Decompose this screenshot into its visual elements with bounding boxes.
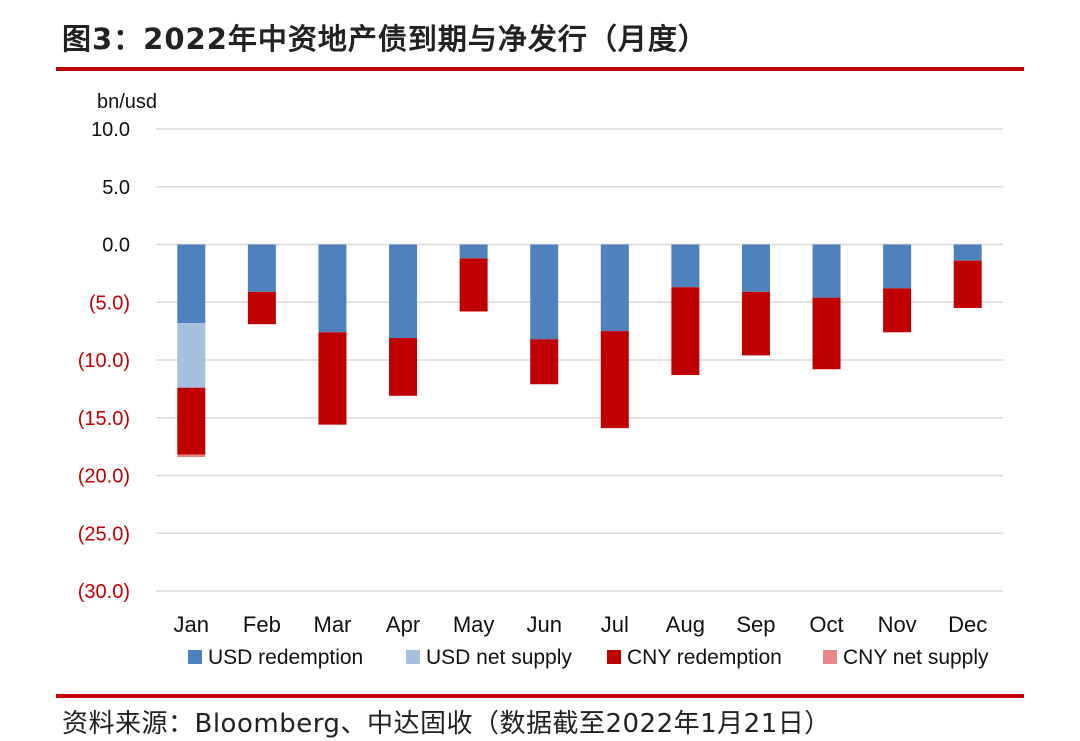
bar-cny-redemption-may [459, 258, 488, 312]
y-axis-ticks: 10.0 5.0 0.0 (5.0) (10.0) (15.0) (20.0) (25.0) (… [78, 119, 130, 603]
y-tick-label: 10.0 [91, 119, 130, 141]
bar-usd-redemption-may [459, 244, 488, 259]
y-tick-label: (10.0) [78, 350, 130, 372]
bar-cny-redemption-apr [389, 338, 418, 396]
chart-title: 图3：2022年中资地产债到期与净发行（月度） [62, 22, 708, 56]
bar-series [177, 244, 982, 458]
y-tick-label: 5.0 [102, 177, 130, 199]
bar-cny-redemption-jul [600, 331, 629, 429]
x-axis-categories: Jan Feb Mar Apr May Jun Jul Aug Sep Oct Nov Dec [174, 612, 988, 637]
legend-label: CNY redemption [627, 646, 782, 669]
source-note: 资料来源：Bloomberg、中达固收（数据截至2022年1月21日） [62, 709, 831, 739]
bar-usd-redemption-feb [247, 244, 276, 292]
legend-label: CNY net supply [843, 646, 989, 669]
bar-cny-redemption-aug [671, 287, 700, 376]
bar-usd-redemption-apr [389, 244, 418, 339]
y-axis-unit-label: bn/usd [97, 91, 157, 113]
stacked-bar-chart: 10.0 5.0 0.0 (5.0) (10.0) (15.0) (20.0) (25.0) (… [78, 91, 1003, 669]
x-tick-label: Sep [736, 612, 775, 637]
gridlines [156, 128, 1003, 592]
bar-usd-redemption-jan [177, 244, 206, 324]
legend: USD redemption USD net supply CNY redempti… [188, 646, 989, 669]
legend-swatch [823, 650, 837, 664]
x-tick-label: Nov [878, 612, 917, 637]
bar-cny-redemption-mar [318, 332, 347, 425]
y-tick-label: (20.0) [78, 466, 130, 488]
bar-cny-redemption-jun [530, 339, 559, 385]
bar-usd-redemption-sep [741, 244, 770, 292]
x-tick-label: Apr [386, 612, 420, 637]
x-tick-label: Mar [314, 612, 352, 637]
bar-usd-redemption-jun [530, 244, 559, 340]
legend-swatch [406, 650, 420, 664]
bar-usd-redemption-nov [883, 244, 912, 289]
x-tick-label: Feb [243, 612, 281, 637]
x-tick-label: Oct [809, 612, 843, 637]
x-tick-label: Jul [601, 612, 629, 637]
y-tick-label: 0.0 [102, 235, 130, 257]
legend-swatch [188, 650, 202, 664]
x-tick-label: Jun [526, 612, 561, 637]
x-tick-label: Dec [948, 612, 987, 637]
x-tick-label: Jan [174, 612, 209, 637]
y-tick-label: (5.0) [89, 292, 130, 314]
bar-cny-redemption-jan [177, 387, 206, 455]
bar-usd-redemption-jul [600, 244, 629, 332]
bar-cny-redemption-feb [247, 291, 276, 325]
bar-usd-net-supply-jan [177, 323, 206, 388]
legend-swatch [607, 650, 621, 664]
bar-cny-redemption-dec [953, 260, 982, 309]
top-rule [56, 67, 1024, 71]
bar-usd-redemption-aug [671, 244, 700, 288]
y-tick-label: (25.0) [78, 523, 130, 545]
bar-cny-redemption-sep [741, 291, 770, 356]
y-tick-label: (15.0) [78, 408, 130, 430]
bottom-rule [56, 694, 1024, 698]
x-tick-label: Aug [666, 612, 705, 637]
legend-label: USD redemption [208, 646, 363, 669]
y-tick-label: (30.0) [78, 581, 130, 603]
bar-cny-redemption-oct [812, 297, 841, 370]
bar-cny-redemption-nov [883, 288, 912, 333]
bar-cny-net-supply-jan [177, 454, 206, 458]
legend-label: USD net supply [426, 646, 572, 669]
bar-usd-redemption-oct [812, 244, 841, 298]
x-tick-label: May [453, 612, 495, 637]
bar-usd-redemption-dec [953, 244, 982, 261]
bar-usd-redemption-mar [318, 244, 347, 333]
